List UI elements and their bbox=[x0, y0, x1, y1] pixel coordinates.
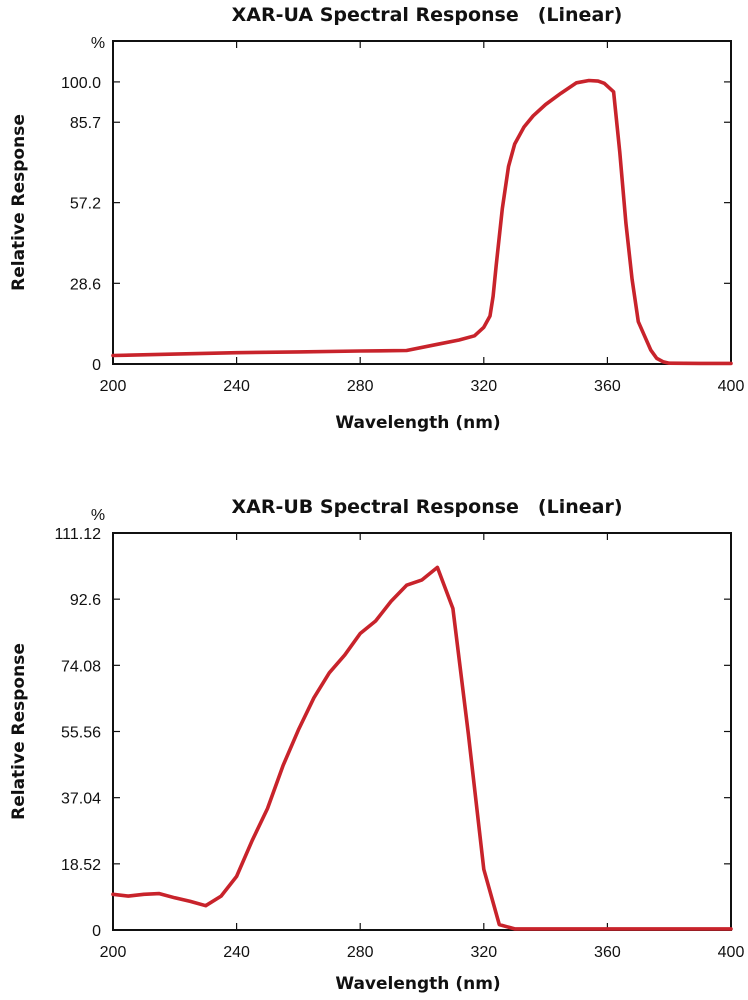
plot-frame bbox=[112, 532, 732, 931]
x-tick-label: 240 bbox=[223, 378, 250, 395]
y-tick-label: 0 bbox=[92, 357, 101, 374]
y-tick-label: 92.6 bbox=[70, 592, 101, 609]
y-tick-label: 28.6 bbox=[70, 276, 101, 293]
y-tick-label: 85.7 bbox=[70, 115, 101, 132]
y-tick-label: 0 bbox=[92, 923, 101, 940]
chart-title: XAR-UB Spectral Response (Linear) bbox=[231, 496, 622, 518]
series-line-ub bbox=[111, 565, 733, 931]
x-tick-label: 360 bbox=[594, 378, 621, 395]
y-tick-label: 18.52 bbox=[61, 857, 101, 874]
x-tick-label: 280 bbox=[347, 944, 374, 961]
xar-ub-chart: XAR-UB Spectral Response (Linear)% 0 18.52… bbox=[9, 496, 744, 994]
x-tick-label: 280 bbox=[347, 378, 374, 395]
y-tick-label: 111.12 bbox=[54, 526, 101, 543]
x-tick-label: 360 bbox=[594, 944, 621, 961]
x-tick-label: 320 bbox=[470, 378, 497, 395]
x-tick-label: 200 bbox=[100, 378, 127, 395]
x-tick-label: 200 bbox=[100, 944, 127, 961]
x-tick-label: 240 bbox=[223, 944, 250, 961]
y-tick-label: 100.0 bbox=[61, 75, 101, 92]
y-tick-label: 57.2 bbox=[70, 196, 101, 213]
chart-title: XAR-UA Spectral Response (Linear) bbox=[232, 4, 623, 26]
y-tick-label: 37.04 bbox=[61, 791, 101, 808]
x-tick-label: 400 bbox=[718, 378, 745, 395]
x-axis-label: Wavelength (nm) bbox=[335, 413, 500, 433]
y-axis-label: Relative Response bbox=[9, 643, 29, 820]
y-unit-label: % bbox=[91, 507, 105, 524]
x-tick-label: 320 bbox=[470, 944, 497, 961]
series-line-ua bbox=[111, 78, 733, 366]
y-tick-label: 74.08 bbox=[61, 658, 101, 675]
y-axis-label: Relative Response bbox=[9, 114, 29, 291]
y-tick-label: 55.56 bbox=[61, 725, 101, 742]
xar-ua-chart: XAR-UA Spectral Response (Linear)% 0 28.6 5… bbox=[9, 4, 744, 433]
y-unit-label: % bbox=[91, 35, 105, 52]
x-axis-label: Wavelength (nm) bbox=[335, 974, 500, 994]
x-tick-label: 400 bbox=[718, 944, 745, 961]
